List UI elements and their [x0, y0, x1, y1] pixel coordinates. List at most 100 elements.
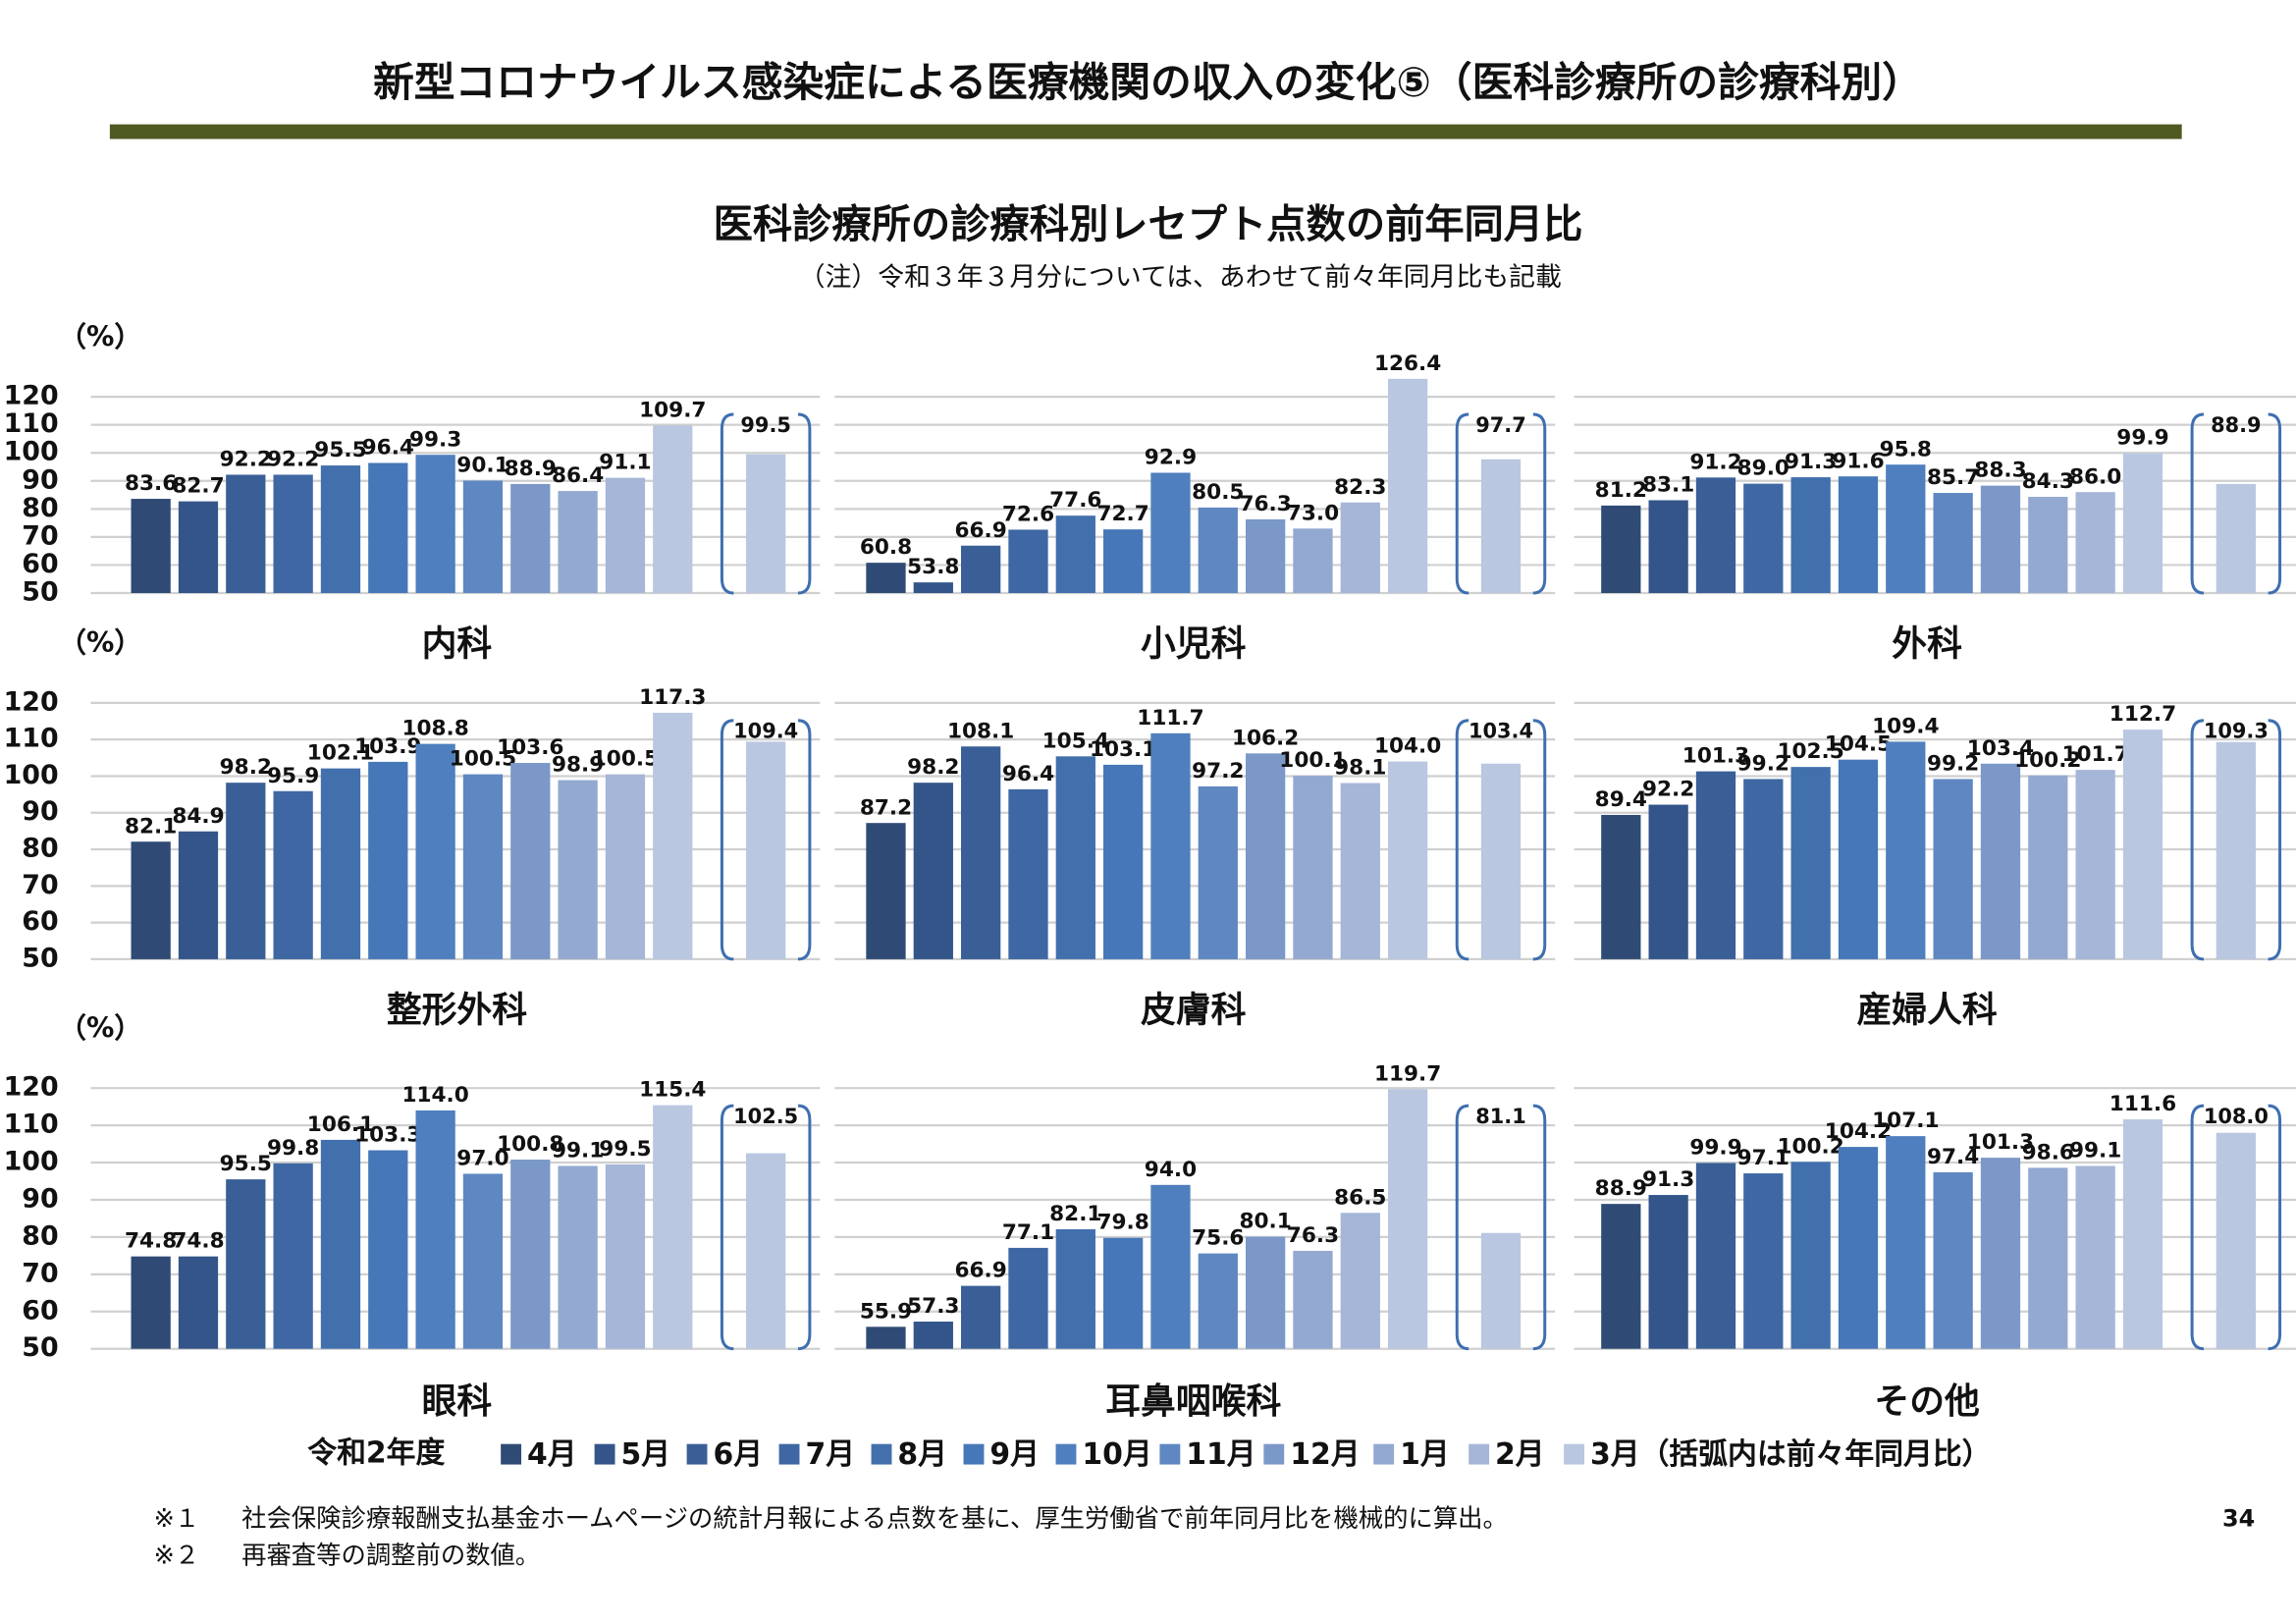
category-name: 内科 [422, 624, 493, 665]
value-label: 102.1 [307, 741, 374, 766]
value-label: 97.2 [1192, 759, 1244, 784]
y-tick-label: 120 [4, 381, 59, 411]
value-label: 92.2 [220, 448, 272, 472]
value-label: 105.4 [1042, 729, 1109, 753]
legend-label: 12月 [1290, 1437, 1360, 1472]
bar [1886, 1136, 1926, 1349]
bar [1150, 732, 1191, 959]
bar [462, 1173, 504, 1349]
bar [1198, 785, 1238, 959]
value-label: 91.6 [1832, 449, 1884, 473]
bracket-left [2190, 1104, 2205, 1351]
value-label: 81.2 [1595, 478, 1647, 503]
bar [462, 774, 504, 959]
value-label: 115.4 [639, 1078, 706, 1103]
two-year-label: 81.1 [1475, 1105, 1526, 1128]
bracket-right [2268, 412, 2282, 595]
bar [1695, 1163, 1736, 1349]
value-label: 97.1 [1737, 1146, 1789, 1170]
value-label: 84.9 [172, 804, 224, 829]
bar [1103, 764, 1144, 959]
footnote-text: 再審査等の調整前の数値。 [241, 1541, 540, 1570]
category-name: 産婦人科 [1856, 991, 1997, 1031]
bar [1008, 529, 1048, 593]
value-label: 101.3 [1967, 1130, 2034, 1155]
legend-swatch [778, 1443, 800, 1465]
value-label: 92.2 [1642, 778, 1694, 802]
legend-swatch [686, 1443, 708, 1465]
bar [320, 768, 361, 959]
bar [1340, 783, 1380, 959]
y-tick-label: 80 [22, 493, 58, 523]
y-tick-label: 50 [22, 943, 58, 973]
value-label: 76.3 [1287, 1223, 1339, 1248]
figure-title: 医科診療所の診療科別レセプト点数の前年同月比 [714, 202, 1583, 247]
two-year-label: 108.0 [2204, 1105, 2269, 1128]
y-tick-label: 110 [4, 724, 59, 754]
legend-label: 3月（括弧内は前々年同月比） [1590, 1437, 1992, 1472]
value-label: 82.3 [1334, 475, 1386, 500]
value-label: 112.7 [2109, 702, 2176, 727]
value-label: 92.9 [1145, 446, 1197, 470]
value-label: 96.4 [1002, 762, 1054, 786]
footnote-text: 社会保険診療報酬支払基金ホームページの統計月報による点数を基に、厚生労働省で前年… [241, 1503, 1508, 1533]
value-label: 99.1 [552, 1139, 604, 1164]
two-year-label: 97.7 [1475, 413, 1526, 437]
legend-swatch [1373, 1443, 1395, 1465]
value-label: 99.3 [409, 427, 461, 452]
y-tick-label: 100 [4, 1147, 59, 1177]
bar [510, 1160, 551, 1349]
value-label: 99.2 [1737, 752, 1789, 777]
value-label: 99.9 [1689, 1136, 1741, 1161]
figure-subtitle: （注）令和３年３月分については、あわせて前々年同月比も記載 [799, 262, 1562, 293]
bar [558, 491, 598, 593]
bar [605, 477, 646, 593]
bracket-right [1532, 412, 1547, 595]
bar [913, 783, 953, 959]
y-tick-label: 90 [22, 464, 58, 495]
legend-label: 8月 [897, 1437, 947, 1472]
bar [1387, 761, 1428, 959]
legend-swatch [594, 1443, 615, 1465]
value-label: 98.2 [220, 755, 272, 780]
value-label: 100.1 [1279, 748, 1346, 773]
value-label: 86.5 [1334, 1185, 1386, 1210]
value-label: 95.5 [314, 438, 366, 462]
bracket-left [1455, 719, 1469, 961]
legend-swatch [501, 1443, 522, 1465]
category-name: 外科 [1892, 624, 1962, 665]
bar [961, 545, 1001, 593]
value-label: 55.9 [860, 1299, 912, 1324]
bar [1293, 776, 1333, 959]
y-tick-label: 110 [4, 408, 59, 439]
value-label: 89.0 [1737, 457, 1789, 481]
legend-swatch [871, 1443, 892, 1465]
bar [1601, 1204, 1641, 1349]
value-label: 109.4 [1872, 714, 1939, 738]
value-label: 82.1 [1049, 1202, 1101, 1226]
bar [226, 474, 266, 593]
legend-label: 9月 [989, 1437, 1040, 1472]
value-label: 107.1 [1872, 1109, 1939, 1133]
legend-swatch [1055, 1443, 1077, 1465]
value-label: 104.5 [1825, 732, 1892, 757]
bar [1150, 1184, 1191, 1349]
value-label: 111.6 [2109, 1092, 2176, 1116]
bar [1055, 515, 1095, 593]
bracket-left [720, 719, 734, 961]
bracket-right [797, 1104, 812, 1351]
bar [415, 1110, 455, 1349]
y-tick-label: 80 [22, 1220, 58, 1251]
y-axis-label: （%） [59, 320, 142, 352]
bar [1886, 464, 1926, 593]
value-label: 82.7 [172, 474, 224, 499]
bracket-right [797, 412, 812, 595]
legend-label: 5月 [620, 1437, 670, 1472]
legend-label: 4月 [527, 1437, 577, 1472]
value-label: 100.5 [450, 747, 516, 772]
footnote-mark: ※１ [154, 1503, 200, 1533]
value-label: 109.7 [639, 399, 706, 423]
value-label: 82.1 [125, 814, 177, 839]
bar [131, 1256, 171, 1349]
bar [273, 1163, 313, 1349]
